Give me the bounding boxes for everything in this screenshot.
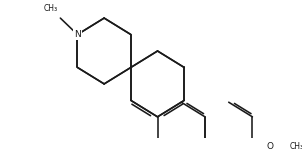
Text: CH₃: CH₃	[43, 4, 58, 13]
Text: O: O	[266, 142, 273, 150]
Text: N: N	[74, 30, 81, 39]
Text: CH₃: CH₃	[290, 142, 302, 150]
